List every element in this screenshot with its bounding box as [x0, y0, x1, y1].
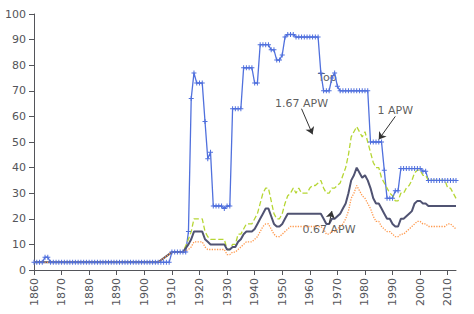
svg-text:1860: 1860 — [28, 278, 41, 306]
svg-text:1920: 1920 — [193, 278, 206, 306]
svg-text:1890: 1890 — [110, 278, 123, 306]
svg-text:80: 80 — [12, 59, 26, 72]
svg-text:1900: 1900 — [138, 278, 151, 306]
svg-text:0.67 APW: 0.67 APW — [302, 222, 356, 236]
svg-text:1960: 1960 — [303, 278, 316, 306]
svg-text:2000: 2000 — [414, 278, 427, 306]
svg-text:60: 60 — [12, 110, 26, 123]
svg-text:1980: 1980 — [358, 278, 371, 306]
svg-text:70: 70 — [12, 84, 26, 97]
svg-text:1910: 1910 — [165, 278, 178, 306]
svg-text:50: 50 — [12, 136, 26, 149]
svg-text:20: 20 — [12, 212, 26, 225]
svg-text:30: 30 — [12, 187, 26, 200]
svg-text:Top: Top — [317, 71, 337, 84]
svg-text:0: 0 — [19, 264, 26, 277]
svg-text:40: 40 — [12, 161, 26, 174]
svg-text:1930: 1930 — [221, 278, 234, 306]
svg-text:1940: 1940 — [248, 278, 261, 306]
svg-text:1950: 1950 — [276, 278, 289, 306]
svg-text:2010: 2010 — [441, 278, 454, 306]
svg-text:10: 10 — [12, 238, 26, 251]
svg-text:1.67 APW: 1.67 APW — [275, 97, 328, 110]
svg-text:1 APW: 1 APW — [378, 104, 414, 117]
svg-text:1870: 1870 — [55, 278, 68, 306]
svg-text:1970: 1970 — [331, 278, 344, 306]
svg-text:1880: 1880 — [83, 278, 96, 306]
svg-text:100: 100 — [5, 8, 26, 21]
svg-text:1990: 1990 — [386, 278, 399, 306]
svg-text:90: 90 — [12, 33, 26, 46]
